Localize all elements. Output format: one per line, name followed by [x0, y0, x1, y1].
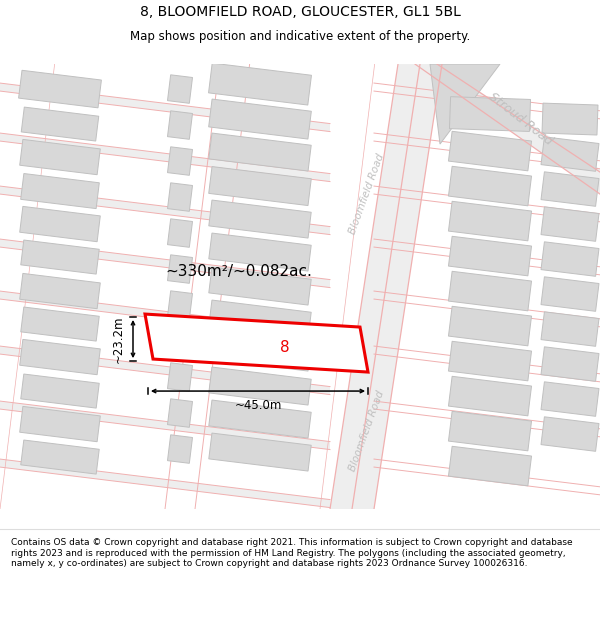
Polygon shape	[209, 167, 311, 206]
Polygon shape	[19, 70, 101, 108]
Polygon shape	[167, 255, 193, 283]
Polygon shape	[0, 239, 330, 288]
Polygon shape	[167, 399, 193, 428]
Polygon shape	[209, 433, 311, 471]
Text: ~23.2m: ~23.2m	[112, 315, 125, 362]
Polygon shape	[541, 137, 599, 171]
Polygon shape	[20, 273, 100, 309]
Text: ~45.0m: ~45.0m	[235, 399, 281, 412]
Polygon shape	[448, 201, 532, 241]
Text: Bloomfield Road: Bloomfield Road	[348, 152, 386, 236]
Polygon shape	[21, 307, 99, 341]
Polygon shape	[209, 133, 311, 171]
Polygon shape	[542, 103, 598, 135]
Polygon shape	[541, 277, 599, 311]
Polygon shape	[20, 139, 100, 175]
Polygon shape	[541, 347, 599, 381]
Text: Map shows position and indicative extent of the property.: Map shows position and indicative extent…	[130, 30, 470, 43]
Text: 8, BLOOMFIELD ROAD, GLOUCESTER, GL1 5BL: 8, BLOOMFIELD ROAD, GLOUCESTER, GL1 5BL	[140, 5, 460, 19]
Polygon shape	[541, 207, 599, 241]
Polygon shape	[541, 242, 599, 276]
Polygon shape	[448, 341, 532, 381]
Polygon shape	[209, 99, 311, 139]
Polygon shape	[0, 459, 330, 508]
Polygon shape	[448, 446, 532, 486]
Polygon shape	[167, 435, 193, 463]
Polygon shape	[352, 64, 442, 509]
Polygon shape	[20, 406, 100, 442]
Polygon shape	[541, 417, 599, 451]
Polygon shape	[430, 64, 500, 144]
Polygon shape	[0, 401, 330, 449]
Polygon shape	[209, 233, 311, 271]
Polygon shape	[209, 400, 311, 438]
Polygon shape	[448, 166, 532, 206]
Polygon shape	[448, 131, 532, 171]
Polygon shape	[209, 63, 311, 105]
Polygon shape	[330, 64, 420, 509]
Polygon shape	[448, 271, 532, 311]
Polygon shape	[21, 240, 99, 274]
Polygon shape	[167, 183, 193, 211]
Polygon shape	[21, 374, 99, 408]
Polygon shape	[0, 291, 330, 339]
Polygon shape	[209, 367, 311, 405]
Polygon shape	[20, 339, 100, 375]
Polygon shape	[145, 314, 368, 372]
Polygon shape	[541, 172, 599, 206]
Polygon shape	[0, 133, 330, 182]
Polygon shape	[448, 411, 532, 451]
Polygon shape	[20, 174, 100, 209]
Text: 8: 8	[280, 339, 290, 354]
Polygon shape	[20, 206, 100, 242]
Polygon shape	[167, 219, 193, 248]
Polygon shape	[21, 107, 99, 141]
Polygon shape	[0, 83, 330, 132]
Polygon shape	[167, 363, 193, 391]
Polygon shape	[167, 291, 193, 319]
Text: Bloomfield Road: Bloomfield Road	[348, 389, 386, 472]
Polygon shape	[209, 300, 311, 338]
Polygon shape	[0, 346, 330, 394]
Polygon shape	[541, 382, 599, 416]
Polygon shape	[209, 200, 311, 238]
Polygon shape	[541, 312, 599, 346]
Polygon shape	[449, 97, 530, 131]
Polygon shape	[448, 236, 532, 276]
Polygon shape	[0, 186, 330, 234]
Polygon shape	[167, 111, 193, 139]
Text: ~330m²/~0.082ac.: ~330m²/~0.082ac.	[165, 264, 312, 279]
Polygon shape	[415, 64, 600, 194]
Text: Stroud Road: Stroud Road	[485, 90, 554, 148]
Polygon shape	[21, 440, 99, 474]
Polygon shape	[167, 75, 193, 103]
Polygon shape	[209, 333, 311, 371]
Polygon shape	[167, 327, 193, 355]
Polygon shape	[167, 147, 193, 175]
Polygon shape	[448, 376, 532, 416]
Polygon shape	[209, 267, 311, 305]
Text: Contains OS data © Crown copyright and database right 2021. This information is : Contains OS data © Crown copyright and d…	[11, 538, 572, 568]
Polygon shape	[448, 306, 532, 346]
